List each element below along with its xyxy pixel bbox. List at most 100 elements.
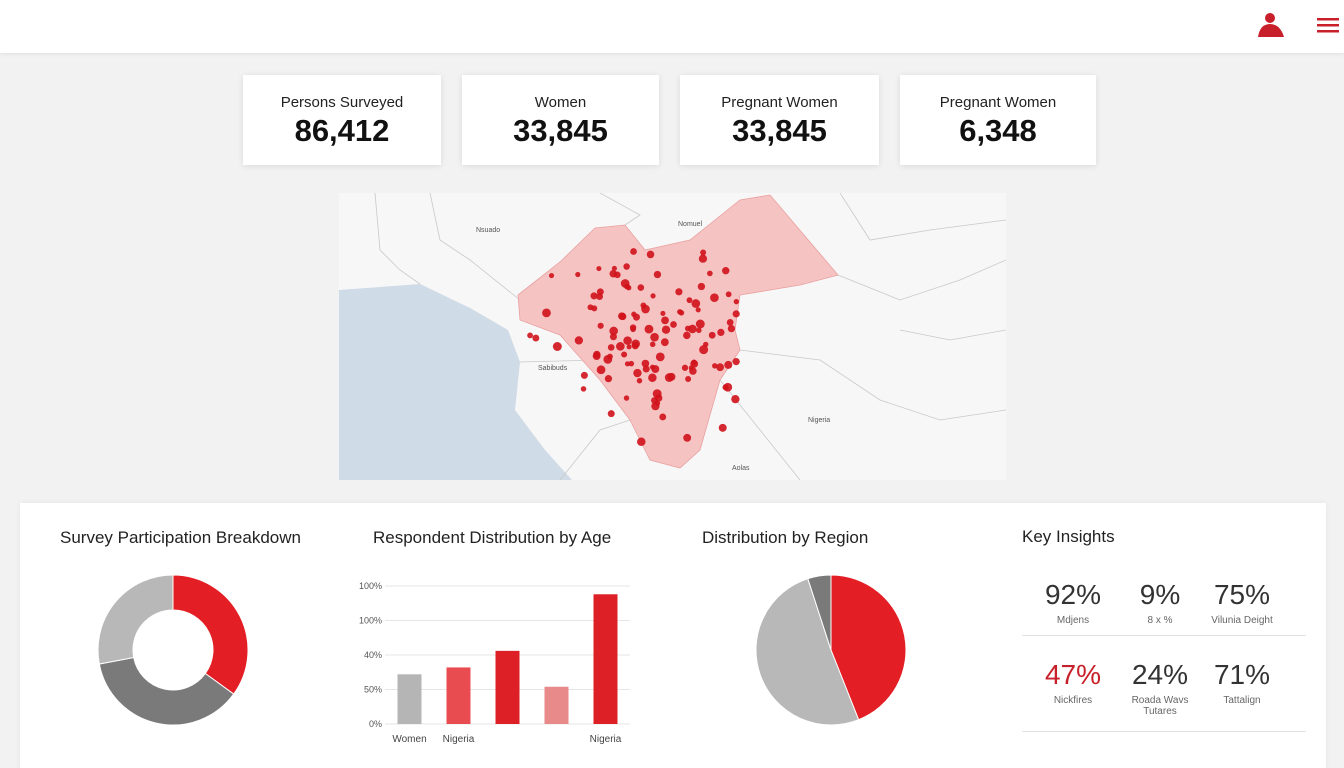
kpi-card: Pregnant Women 33,845 [680,75,879,165]
map-dot [641,359,650,368]
kpi-label: Persons Surveyed [280,94,404,111]
pie-slice [755,578,860,726]
map-dot [723,382,733,392]
map-dot [609,326,619,336]
header-icons [1258,13,1339,37]
map-dot [542,308,551,318]
map-dot [611,265,617,271]
map-dot [623,395,630,401]
map-dot [609,333,617,341]
kpi-value: 6,348 [959,113,1037,148]
map-dot [596,266,602,272]
map-dot [618,312,626,320]
map-dot [630,326,636,333]
divider [1022,731,1306,732]
map-dot [732,310,740,318]
header [0,0,1344,53]
bar [495,650,520,724]
x-tick-label: Nigeria [590,734,622,745]
donut-segment [97,574,174,665]
map-dot [575,271,581,278]
map-dot [616,342,625,351]
insight: 47% Nickfires [1028,659,1118,706]
map-dot [722,266,730,275]
map-dot [686,297,693,304]
y-tick-label: 50% [364,685,382,695]
insight-value: 75% [1213,579,1271,610]
insight-value: 24% [1131,659,1189,690]
map-dot [708,331,716,339]
map-dot [648,373,657,383]
map-dot [716,363,725,372]
map-dot [632,313,641,321]
map-dot [733,298,740,305]
map-dot [717,328,725,337]
map-dot [597,322,604,329]
kpi-value: 33,845 [513,113,608,148]
map-dot [691,299,701,308]
map-dot [659,413,667,421]
map-dot [580,386,587,392]
map-dot [661,325,671,334]
map-dot [596,288,604,296]
map-dot [707,270,713,277]
map-dot [654,400,661,406]
insight-value: 47% [1044,659,1102,690]
map-dot [678,310,685,316]
map-dot [683,433,692,442]
insight-value: 9% [1139,579,1181,610]
y-tick-label: 40% [364,650,382,660]
y-tick-label: 100% [359,581,382,591]
map-dot [650,332,659,342]
map-dot [653,270,662,279]
insights-title: Key Insights [1022,527,1115,546]
map-dot [620,279,630,288]
map-label: Nomuel [678,221,703,228]
map-dot [726,319,734,326]
map-dot [724,360,733,369]
chart-title: Distribution by Region [702,528,868,547]
kpi-value: 86,412 [294,113,390,148]
map-dot [710,293,719,302]
map-dot [700,249,707,256]
map-dot [604,375,613,383]
map-dot [660,338,669,347]
divider [1022,635,1306,636]
map-dot [650,293,656,299]
insight-label: Nickfires [1053,695,1093,706]
kpi-label: Women [534,94,587,111]
x-tick-label: Women [392,734,426,745]
menu-icon[interactable] [1317,18,1339,33]
bar [544,686,569,724]
insight: 9% 8 x % [1115,579,1205,626]
map-dot [685,376,692,383]
map-dot [718,423,727,432]
map-dot [623,336,632,345]
map-dot [532,334,540,342]
insight-value: 92% [1044,579,1102,610]
map-dot [660,310,666,316]
map-dot [649,341,656,348]
insight: 24% Roada Wavs Tutares [1115,659,1205,717]
insight-label: Tattalign [1223,695,1261,706]
map-dot [661,316,669,325]
insight-label: Mdjens [1056,615,1090,626]
map-dot [698,254,708,263]
x-tick-label: Nigeria [443,734,475,745]
user-icon[interactable] [1258,13,1284,37]
map-dot [651,365,660,374]
map-borders [374,193,1006,480]
map-dot [695,307,701,313]
map-dot [607,410,615,418]
insight-label: Roada Wavs Tutares [1131,695,1189,717]
map-dot [695,319,705,329]
map-dot [655,352,665,362]
map-dot [699,345,709,355]
map-dot [664,373,674,382]
bar [446,667,471,724]
kpi-card: Pregnant Women 6,348 [900,75,1096,165]
map-dot [675,288,683,296]
map-dot [696,327,702,334]
